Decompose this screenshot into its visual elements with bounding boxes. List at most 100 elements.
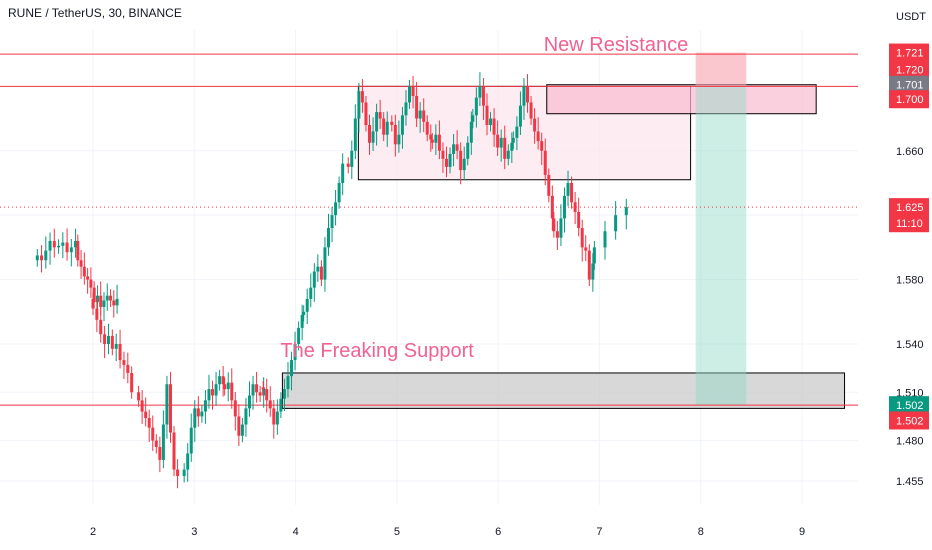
candle-body <box>452 144 456 154</box>
candle-body <box>418 110 422 119</box>
price-tick-label: 1.580 <box>896 275 924 287</box>
candle-body <box>434 134 438 143</box>
candle-body <box>580 228 584 248</box>
candle-body <box>207 389 211 401</box>
candle-body <box>562 195 566 219</box>
candle-body <box>91 298 95 309</box>
candle-body <box>385 121 389 135</box>
candle-body <box>302 311 306 315</box>
candle-body <box>218 376 222 385</box>
candle-body <box>570 182 574 203</box>
chart-annotations: New Resistance The Freaking Support <box>280 34 688 362</box>
candle-body <box>422 110 426 122</box>
candle-body <box>474 97 478 116</box>
price-tag <box>889 198 929 217</box>
price-tag <box>889 214 929 233</box>
candle-body <box>279 398 283 412</box>
candle-body <box>577 211 581 229</box>
candle-body <box>86 276 90 280</box>
candle-body <box>511 137 515 143</box>
time-tick-label: 4 <box>293 526 299 538</box>
candle-body <box>237 416 241 436</box>
candle-body <box>550 195 554 219</box>
symbol-header: RUNE / TetherUS, 30, BINANCE <box>8 6 182 20</box>
candle-body <box>305 298 309 312</box>
candle-body <box>415 96 419 119</box>
candle-body <box>99 295 103 307</box>
price-tag <box>889 396 929 415</box>
candle-body <box>69 247 73 253</box>
candle-body <box>326 228 330 248</box>
candle-body <box>103 334 107 344</box>
time-tick-label: 3 <box>191 526 197 538</box>
candle-body <box>244 408 248 425</box>
candle-body <box>196 408 200 417</box>
candle-body <box>489 118 493 125</box>
candle-body <box>262 387 266 396</box>
candle-body <box>510 142 514 151</box>
time-tick-label: 2 <box>90 526 96 538</box>
candle-body <box>176 469 180 477</box>
candle-body <box>485 105 489 125</box>
candle-body <box>221 376 225 385</box>
price-tag-label: 1.700 <box>896 94 924 106</box>
candle-body <box>115 298 119 306</box>
chart-zones <box>281 84 846 409</box>
price-tick-label: 1.480 <box>896 436 924 448</box>
candle-body <box>506 150 510 159</box>
candle-body <box>368 125 372 143</box>
candle-body <box>503 137 507 159</box>
candle-body <box>112 300 116 306</box>
candle-body <box>290 360 294 377</box>
candle-body <box>189 427 193 454</box>
candle-body <box>319 266 323 280</box>
candle-body <box>533 118 537 132</box>
candle-body <box>258 392 262 396</box>
price-tag-label: 1.502 <box>896 400 924 412</box>
candle-body <box>603 231 607 248</box>
stop-loss-area <box>695 52 747 87</box>
candle-body <box>437 134 441 151</box>
candle-body <box>448 153 452 167</box>
candle-body <box>61 242 65 246</box>
candle-body <box>52 240 56 248</box>
candle-body <box>65 242 69 253</box>
candle-body <box>492 118 496 135</box>
candle-body <box>529 102 533 119</box>
candle-body <box>211 389 215 396</box>
candle-body <box>172 432 176 470</box>
price-tick-label: 1.660 <box>896 146 924 158</box>
candle-body <box>536 131 540 142</box>
candle-body <box>543 150 547 175</box>
candle-body <box>223 384 227 390</box>
candle-body <box>350 150 354 167</box>
candle-body <box>496 134 500 148</box>
candle-body <box>526 86 530 103</box>
candle-body <box>411 86 415 97</box>
candle-body <box>591 263 595 280</box>
candle-body <box>154 440 158 448</box>
candle-body <box>547 174 551 196</box>
candle-body <box>226 382 230 390</box>
time-tick-label: 8 <box>698 526 704 538</box>
candle-body <box>309 287 313 299</box>
candle-body <box>397 134 401 145</box>
short-position-tool <box>695 52 747 406</box>
candle-body <box>247 395 251 409</box>
new-resistance-box <box>546 84 817 115</box>
candle-body <box>193 408 197 428</box>
candle-body <box>316 266 320 272</box>
candle-body <box>404 102 408 116</box>
candle-body <box>282 389 286 399</box>
candle-body <box>140 400 144 412</box>
candle-body <box>102 300 106 307</box>
candle-body <box>114 343 118 349</box>
candle-body <box>118 343 122 361</box>
candle-body <box>346 163 350 167</box>
candle-body <box>364 102 368 125</box>
candle-body <box>390 121 394 125</box>
candle-body <box>469 121 473 143</box>
candle-body <box>515 126 519 138</box>
candle-body <box>79 260 83 267</box>
